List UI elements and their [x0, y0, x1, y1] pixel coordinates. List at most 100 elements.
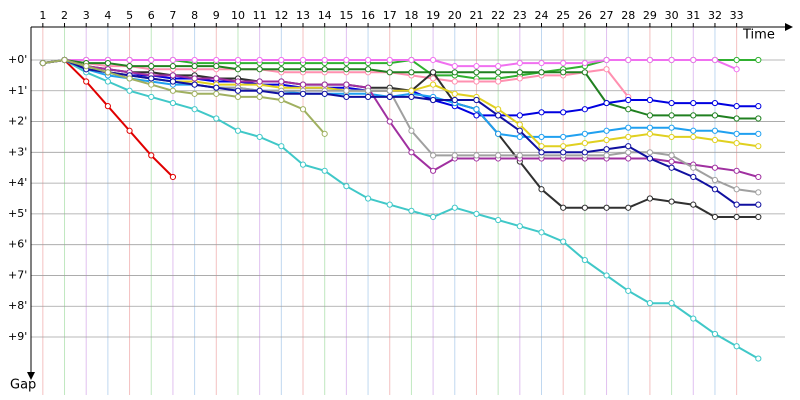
data-point — [581, 106, 588, 113]
data-point — [321, 130, 328, 137]
data-point — [495, 152, 502, 159]
data-point — [581, 149, 588, 156]
data-point — [603, 66, 610, 73]
data-point — [646, 149, 654, 156]
x-tick-label: 29 — [643, 9, 657, 22]
series-line — [42, 58, 759, 360]
data-point — [451, 152, 458, 159]
data-point — [234, 127, 242, 134]
data-point — [668, 133, 675, 141]
y-tick-label: +3' — [8, 145, 27, 158]
data-point — [451, 69, 458, 76]
x-tick-label: 32 — [708, 9, 722, 22]
data-point — [711, 213, 719, 221]
data-point — [646, 300, 654, 307]
data-point — [278, 90, 285, 97]
data-point — [148, 75, 155, 82]
data-point — [278, 66, 285, 73]
data-point — [169, 72, 177, 79]
data-point — [495, 78, 502, 85]
data-point — [668, 99, 675, 107]
data-point — [516, 59, 523, 67]
data-point — [733, 343, 740, 350]
data-point — [169, 78, 177, 85]
data-point — [364, 93, 372, 101]
series-line — [42, 58, 759, 178]
data-point — [733, 201, 740, 208]
data-point — [256, 93, 263, 101]
data-point — [473, 96, 480, 104]
x-tick-label: 20 — [448, 9, 462, 22]
data-point — [213, 90, 220, 97]
series-line — [42, 58, 759, 206]
data-point — [126, 127, 133, 134]
data-point — [625, 143, 632, 150]
data-point — [733, 115, 740, 122]
data-point — [755, 103, 762, 110]
data-point — [256, 56, 263, 64]
data-point — [321, 81, 328, 88]
data-point — [473, 78, 480, 85]
data-point — [646, 155, 654, 162]
data-point — [711, 112, 719, 119]
data-point — [126, 87, 133, 94]
x-tick-label: 25 — [556, 9, 570, 22]
data-point — [343, 87, 350, 94]
data-point — [581, 130, 588, 137]
data-point — [603, 146, 610, 153]
data-point — [690, 127, 697, 134]
y-tick-label: +9' — [8, 330, 27, 343]
x-tick-label: 23 — [513, 9, 527, 22]
data-point — [668, 152, 675, 159]
x-tick-label: 5 — [126, 9, 133, 22]
data-point — [191, 106, 198, 113]
data-point — [126, 63, 133, 70]
y-tick-label: +2' — [8, 115, 27, 128]
data-point — [733, 213, 740, 221]
data-point — [408, 149, 415, 156]
data-point — [538, 143, 545, 150]
data-point — [191, 56, 198, 64]
data-point — [733, 139, 740, 147]
data-point — [386, 69, 393, 76]
data-point — [733, 167, 740, 174]
y-tick-label: +8' — [8, 299, 27, 312]
data-point — [430, 81, 437, 88]
data-point — [104, 69, 111, 76]
data-point — [516, 75, 523, 82]
data-point — [430, 213, 437, 221]
x-tick-label: 8 — [191, 9, 198, 22]
data-point — [256, 87, 263, 94]
data-point — [560, 133, 567, 141]
data-point — [234, 78, 242, 85]
data-point — [581, 69, 588, 76]
data-point — [343, 66, 350, 73]
data-point — [364, 195, 372, 202]
x-tick-label: 1 — [39, 9, 46, 22]
data-point — [408, 56, 415, 64]
data-point — [451, 204, 458, 211]
data-point — [603, 152, 610, 159]
x-tick-label: 12 — [274, 9, 288, 22]
data-point — [560, 59, 567, 67]
data-point — [256, 78, 263, 85]
data-point — [625, 56, 632, 64]
data-point — [495, 216, 502, 224]
x-tick-label: 30 — [665, 9, 679, 22]
data-point — [603, 127, 610, 134]
data-point — [191, 63, 198, 70]
data-point — [430, 96, 437, 104]
data-point — [386, 56, 393, 64]
data-point — [711, 186, 719, 193]
data-point — [690, 133, 697, 141]
data-point — [343, 183, 350, 190]
data-point — [538, 109, 545, 116]
data-point — [516, 121, 523, 128]
x-tick-label: 27 — [600, 9, 614, 22]
series-line — [42, 58, 759, 138]
data-point — [625, 155, 632, 162]
data-point — [711, 136, 719, 144]
data-point — [451, 90, 458, 97]
data-point — [733, 130, 740, 137]
data-point — [690, 173, 697, 181]
